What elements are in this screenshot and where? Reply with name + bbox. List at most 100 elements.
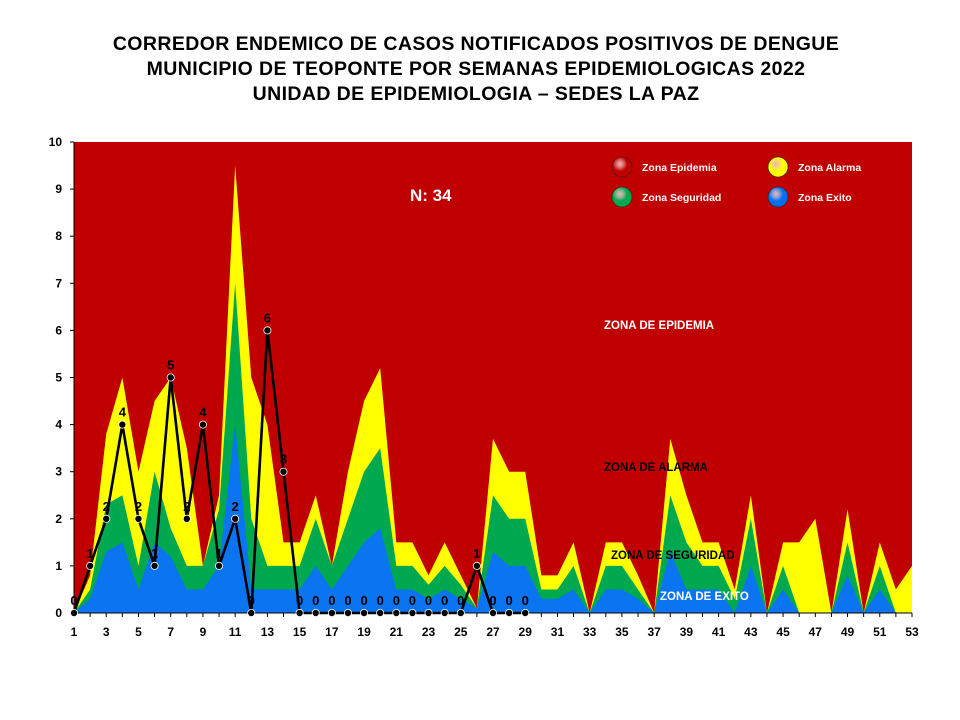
case-data-label: 0: [409, 593, 416, 608]
case-point: [166, 373, 175, 382]
case-data-label: 1: [151, 546, 158, 561]
x-tick-label: 21: [390, 625, 404, 639]
x-tick-label: 15: [293, 625, 307, 639]
legend-item: Zona Epidemia: [611, 156, 717, 178]
case-data-label: 4: [199, 405, 207, 420]
case-point: [521, 609, 530, 618]
case-point: [311, 609, 320, 618]
x-tick-label: 19: [357, 625, 371, 639]
case-data-label: 0: [312, 593, 319, 608]
y-tick-label: 4: [55, 418, 62, 432]
case-data-label: 0: [70, 593, 77, 608]
x-tick-label: 3: [103, 625, 110, 639]
legend-label: Zona Seguridad: [642, 192, 721, 204]
y-tick-label: 9: [55, 182, 62, 196]
case-data-label: 1: [86, 546, 93, 561]
y-tick-label: 8: [55, 229, 62, 243]
legend-label: Zona Alarma: [798, 162, 861, 174]
x-tick-label: 11: [229, 625, 242, 639]
case-point: [86, 561, 95, 570]
case-data-label: 0: [522, 593, 529, 608]
x-tick-label: 27: [486, 625, 500, 639]
case-data-label: 0: [425, 593, 432, 608]
x-tick-label: 13: [261, 625, 275, 639]
case-point: [472, 561, 481, 570]
x-tick-label: 25: [454, 625, 468, 639]
case-point: [488, 609, 497, 618]
case-point: [360, 609, 369, 618]
legend-swatch: [767, 156, 789, 178]
legend-swatch: [767, 186, 789, 208]
y-tick-label: 5: [55, 371, 62, 385]
zone-exito-label: ZONA DE EXITO: [660, 591, 749, 603]
x-tick-label: 41: [712, 625, 726, 639]
chart-title-line3: UNIDAD DE EPIDEMIOLOGIA – SEDES LA PAZ: [252, 83, 700, 105]
x-tick-label: 17: [325, 625, 339, 639]
y-tick-label: 1: [55, 559, 62, 573]
x-tick-label: 43: [744, 625, 758, 639]
case-data-label: 0: [360, 593, 367, 608]
case-data-label: 0: [248, 593, 255, 608]
legend-label: Zona Epidemia: [642, 162, 717, 174]
x-tick-label: 29: [519, 625, 533, 639]
x-tick-label: 37: [647, 625, 661, 639]
case-point: [134, 514, 143, 523]
case-point: [198, 420, 207, 429]
case-point: [392, 609, 401, 618]
legend-label: Zona Exito: [798, 192, 852, 204]
legend-item: Zona Alarma: [767, 156, 861, 178]
x-tick-label: 35: [615, 625, 629, 639]
zone-seguridad-label: ZONA DE SEGURIDAD: [611, 550, 735, 562]
case-data-label: 2: [103, 499, 110, 514]
case-point: [505, 609, 514, 618]
zone-epidemia-label: ZONA DE EPIDEMIA: [604, 320, 714, 332]
x-tick-label: 45: [776, 625, 790, 639]
case-point: [182, 514, 191, 523]
y-tick-label: 10: [49, 135, 63, 149]
case-point: [408, 609, 417, 618]
case-data-label: 0: [344, 593, 351, 608]
case-point: [150, 561, 159, 570]
x-tick-label: 39: [680, 625, 694, 639]
legend-item: Zona Exito: [767, 186, 852, 208]
x-tick-label: 31: [551, 625, 565, 639]
x-tick-label: 49: [841, 625, 855, 639]
y-tick-label: 0: [55, 606, 62, 620]
case-data-label: 0: [328, 593, 335, 608]
case-data-label: 6: [264, 310, 271, 325]
legend-item: Zona Seguridad: [611, 186, 721, 208]
case-point: [231, 514, 240, 523]
case-data-label: 2: [232, 499, 239, 514]
y-tick-label: 3: [55, 465, 62, 479]
case-point: [263, 326, 272, 335]
case-data-label: 0: [505, 593, 512, 608]
legend-swatch: [611, 156, 633, 178]
x-tick-label: 47: [809, 625, 823, 639]
case-data-label: 0: [393, 593, 400, 608]
y-tick-label: 7: [55, 276, 62, 290]
case-data-label: 0: [296, 593, 303, 608]
case-point: [102, 514, 111, 523]
zone-alarma-label: ZONA DE ALARMA: [604, 462, 708, 474]
y-tick-label: 2: [55, 512, 62, 526]
legend-swatch: [611, 186, 633, 208]
x-tick-label: 23: [422, 625, 436, 639]
case-point: [376, 609, 385, 618]
case-data-label: 1: [215, 546, 222, 561]
case-point: [70, 609, 79, 618]
case-data-label: 0: [377, 593, 384, 608]
x-tick-label: 1: [71, 625, 78, 639]
x-tick-label: 7: [167, 625, 174, 639]
case-data-label: 4: [119, 405, 127, 420]
y-tick-label: 6: [55, 323, 62, 337]
case-data-label: 0: [441, 593, 448, 608]
x-tick-label: 51: [873, 625, 887, 639]
case-point: [456, 609, 465, 618]
case-data-label: 2: [135, 499, 142, 514]
case-point: [295, 609, 304, 618]
case-data-label: 5: [167, 358, 174, 373]
chart-title-line1: CORREDOR ENDEMICO DE CASOS NOTIFICADOS P…: [112, 33, 840, 55]
case-data-label: 3: [280, 452, 287, 467]
case-data-label: 2: [183, 499, 190, 514]
